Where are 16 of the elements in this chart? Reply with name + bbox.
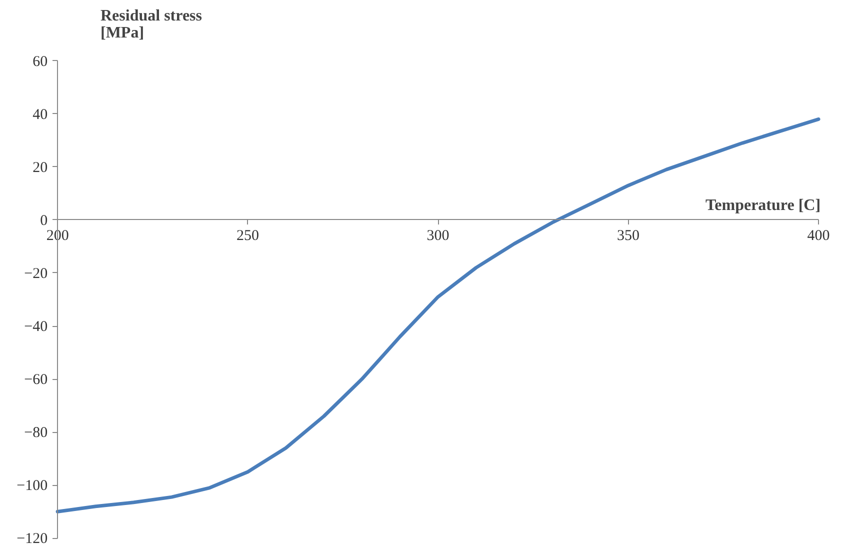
x-tick-label: 250 — [236, 228, 260, 244]
x-tick-label: 400 — [807, 228, 830, 244]
y-axis-title: Residual stress [MPa] — [100, 8, 202, 42]
y-tick-label: −20 — [24, 266, 48, 282]
y-tick-label: −40 — [24, 319, 48, 336]
y-tick-label: −60 — [24, 372, 48, 388]
y-tick-label: −120 — [16, 531, 48, 548]
y-tick-label: 20 — [32, 160, 48, 176]
x-axis-title: Temperature [C] — [705, 196, 821, 214]
y-tick-label: 40 — [32, 106, 48, 123]
x-tick-label: 350 — [617, 228, 640, 244]
y-tick-label: 0 — [40, 212, 48, 229]
x-tick-label: 300 — [426, 228, 450, 244]
y-tick-label: −80 — [24, 425, 48, 442]
y-tick-label: −100 — [16, 478, 48, 494]
y-tick-label: 60 — [32, 54, 48, 70]
